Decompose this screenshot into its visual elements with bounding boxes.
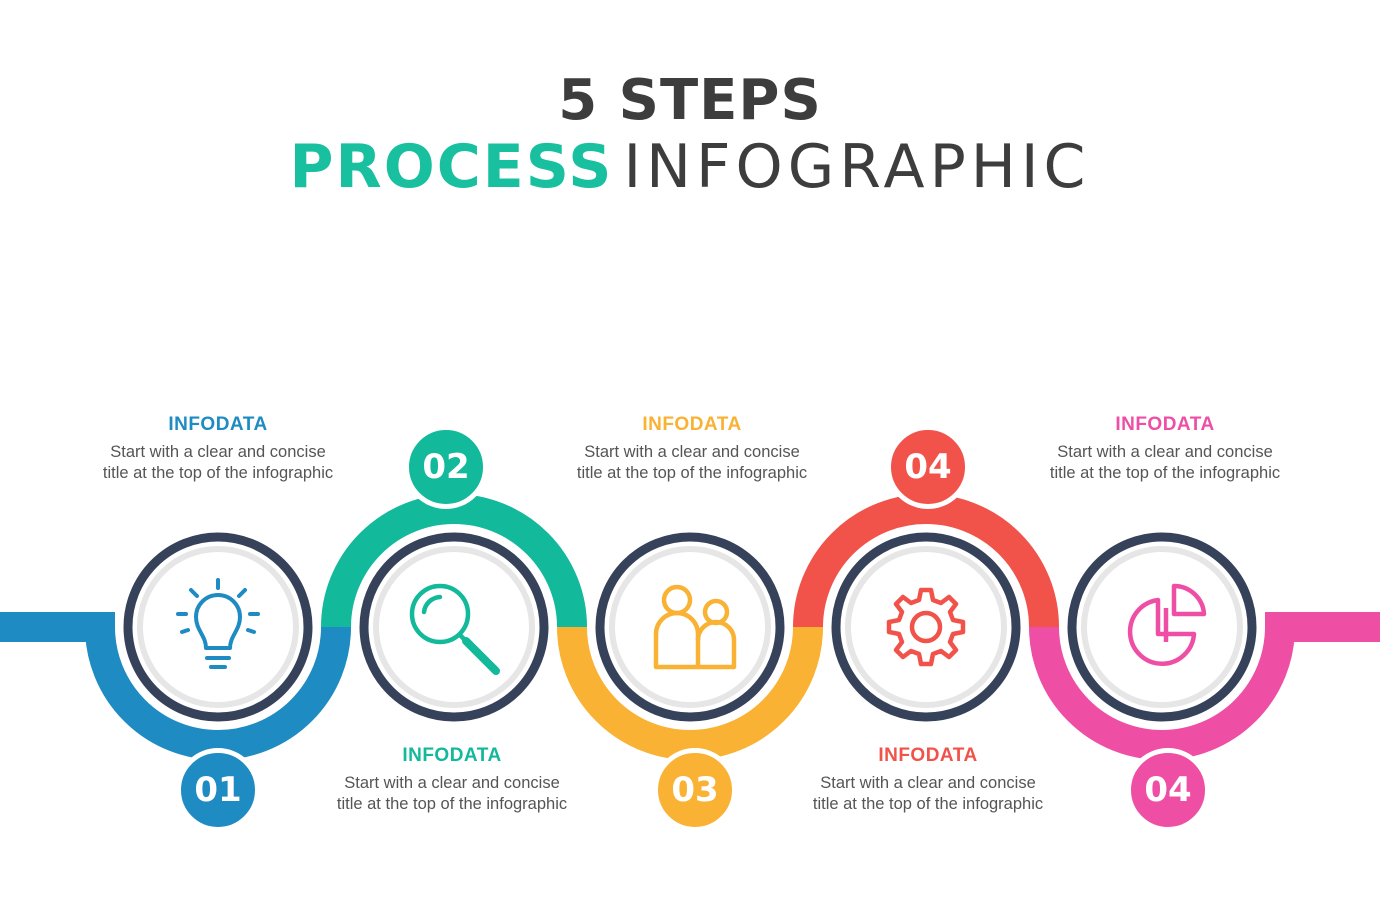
wave-segment-5	[1029, 612, 1380, 760]
step-2-text: INFODATA Start with a clear and concise …	[332, 745, 572, 815]
step-4-text: INFODATA Start with a clear and concise …	[808, 745, 1048, 815]
step-circle-3	[591, 528, 789, 726]
step-5-text: INFODATA Start with a clear and concise …	[1045, 414, 1285, 484]
title-bold-word: PROCESS	[289, 132, 614, 202]
step-4-number-badge: 04	[886, 425, 970, 509]
step-1-text: INFODATA Start with a clear and concise …	[98, 414, 338, 484]
step-3-text: INFODATA Start with a clear and concise …	[572, 414, 812, 484]
step-circle-2	[355, 528, 553, 726]
step-circle-5	[1063, 528, 1261, 726]
step-3-number-badge: 03	[653, 748, 737, 832]
step-1-number-badge: 01	[176, 748, 260, 832]
step-2-body: Start with a clear and concise title at …	[336, 774, 568, 813]
lightbulb-icon	[176, 578, 260, 669]
title-light-word: INFOGRAPHIC	[623, 132, 1091, 202]
users-icon	[653, 584, 737, 670]
step-3-heading: INFODATA	[642, 414, 742, 435]
step-circle-4	[827, 528, 1025, 726]
title-line-1: 5 STEPS	[558, 68, 822, 133]
wave-segment-1	[0, 612, 351, 760]
gear-icon	[886, 587, 966, 667]
wave-segment-2	[321, 494, 587, 628]
step-3-body: Start with a clear and concise title at …	[576, 443, 808, 482]
step-1-heading: INFODATA	[168, 414, 268, 435]
step-circle-1	[119, 528, 317, 726]
step-4-body: Start with a clear and concise title at …	[812, 774, 1044, 813]
wave-segment-4	[793, 494, 1059, 628]
step-2-number-badge: 02	[404, 425, 488, 509]
step-4-heading: INFODATA	[878, 745, 978, 766]
step-5-number-badge: 04	[1126, 748, 1210, 832]
step-5-body: Start with a clear and concise title at …	[1049, 443, 1281, 482]
title-line-2: PROCESS INFOGRAPHIC	[0, 132, 1380, 202]
magnifier-icon	[409, 583, 500, 675]
step-5-heading: INFODATA	[1115, 414, 1215, 435]
pie-chart-icon	[1127, 583, 1207, 666]
wave-segment-3	[557, 626, 823, 760]
step-2-heading: INFODATA	[402, 745, 502, 766]
step-1-body: Start with a clear and concise title at …	[102, 443, 334, 482]
